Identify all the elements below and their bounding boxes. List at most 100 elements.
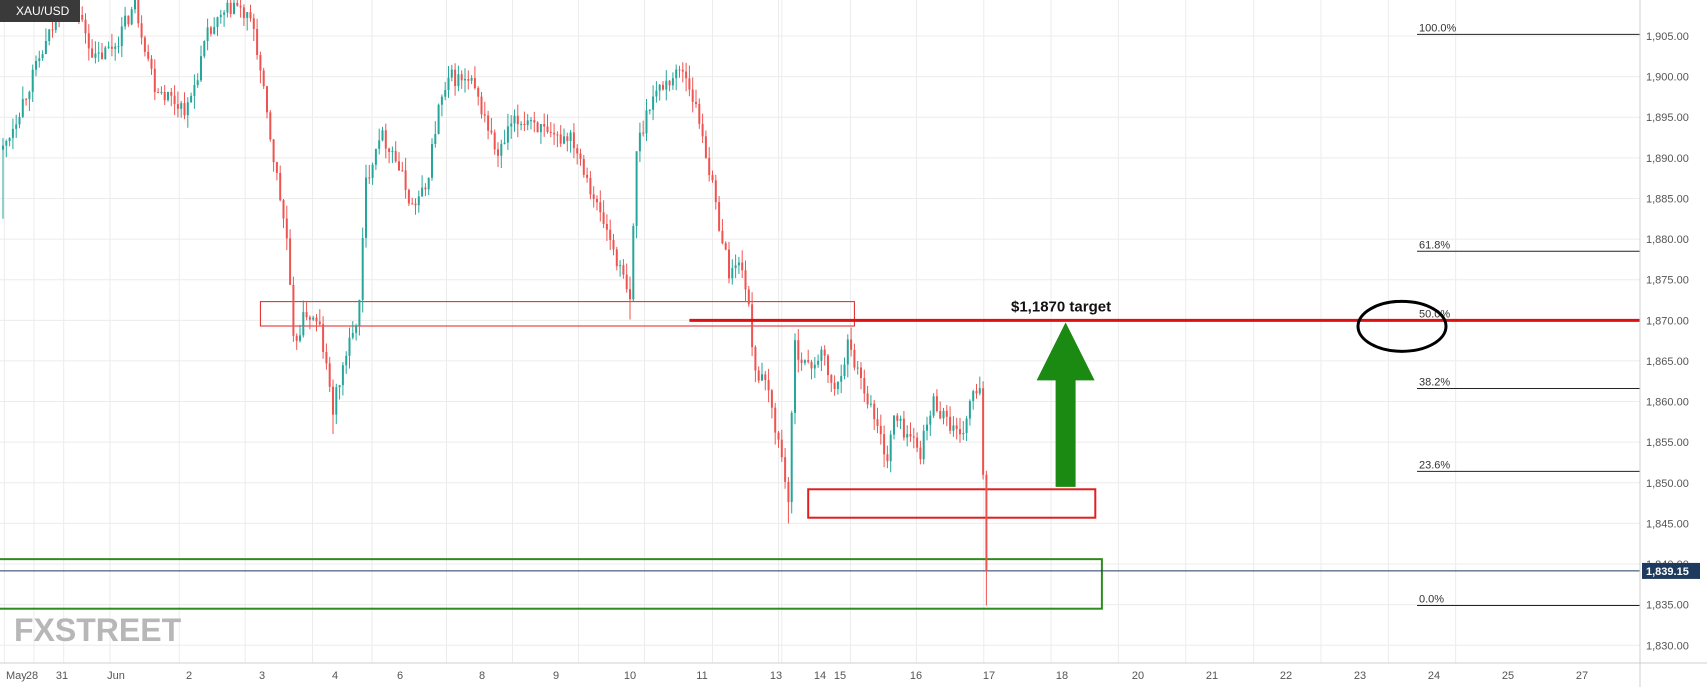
- candle: [477, 86, 480, 106]
- candle: [94, 41, 97, 64]
- symbol-badge[interactable]: [0, 0, 80, 22]
- candle: [167, 91, 169, 102]
- candle-body: [173, 95, 176, 105]
- candle: [909, 422, 912, 442]
- candle: [827, 353, 829, 383]
- candle-body: [176, 104, 179, 109]
- candle: [688, 65, 691, 97]
- x-tick-label: May: [6, 670, 27, 682]
- candle: [975, 383, 978, 399]
- candle: [305, 300, 308, 321]
- candle-body: [328, 363, 331, 387]
- candle-body: [751, 304, 754, 348]
- x-tick-label: 8: [479, 670, 485, 682]
- candle: [84, 13, 87, 44]
- x-tick-label: 25: [1502, 670, 1514, 682]
- candle-body: [853, 349, 856, 368]
- candle: [559, 125, 562, 147]
- candle: [655, 81, 658, 103]
- candle-body: [939, 411, 942, 419]
- x-tick-label: 6: [397, 670, 403, 682]
- candle-body: [767, 380, 770, 391]
- candle: [467, 70, 470, 90]
- candle: [315, 314, 318, 332]
- candle-body: [648, 109, 651, 111]
- candle: [652, 85, 655, 121]
- candle-body: [200, 56, 202, 81]
- candle-body: [275, 162, 278, 173]
- candle: [285, 205, 288, 251]
- candle: [935, 389, 938, 413]
- candle-body: [708, 157, 711, 176]
- candle-body: [8, 137, 11, 141]
- candle-body: [935, 396, 938, 412]
- candle-body: [655, 90, 658, 97]
- candle-body: [665, 80, 668, 90]
- x-tick-label: 15: [834, 670, 846, 682]
- candle-body: [909, 434, 912, 437]
- candle: [774, 402, 777, 445]
- candle-body: [262, 70, 265, 87]
- candle-body: [863, 377, 866, 394]
- candle-body: [929, 415, 932, 425]
- candle: [609, 219, 612, 250]
- candle: [685, 62, 688, 92]
- candle-body: [754, 347, 757, 371]
- candle: [124, 6, 127, 30]
- candle-body: [860, 367, 862, 378]
- candle-body: [25, 99, 28, 101]
- candle-body: [662, 84, 664, 90]
- candle-body: [615, 249, 618, 267]
- candle-body: [209, 27, 212, 34]
- candle: [922, 424, 925, 465]
- candle-body: [912, 436, 915, 438]
- candle-body: [523, 123, 526, 126]
- candle: [209, 26, 212, 37]
- candle-body: [658, 84, 661, 91]
- candle-body: [216, 17, 219, 27]
- candle: [599, 190, 602, 222]
- candle-body: [803, 360, 806, 363]
- candle: [586, 167, 589, 183]
- candle: [417, 190, 420, 213]
- candle: [398, 152, 400, 171]
- candle: [216, 16, 219, 36]
- candle: [371, 162, 374, 185]
- candle: [503, 129, 506, 145]
- candle: [612, 234, 615, 256]
- candle: [718, 195, 721, 232]
- candle-body: [219, 14, 222, 18]
- candle-body: [638, 132, 641, 152]
- candle-body: [596, 199, 598, 203]
- candle: [853, 343, 856, 371]
- candle: [147, 44, 150, 62]
- candle-body: [186, 102, 189, 116]
- candle-body: [318, 321, 321, 325]
- candle-body: [196, 80, 199, 86]
- candle: [308, 315, 311, 330]
- candle-body: [279, 172, 282, 201]
- candle: [985, 470, 988, 606]
- candle-body: [873, 403, 876, 420]
- candle-body: [249, 12, 252, 19]
- candle-body: [813, 364, 816, 369]
- candle-body: [411, 203, 414, 205]
- candle: [955, 417, 958, 440]
- candle: [596, 195, 598, 211]
- candle: [516, 104, 519, 138]
- candle: [157, 88, 160, 94]
- candle: [239, 0, 242, 18]
- y-tick-label: 1,835.00: [1646, 600, 1689, 612]
- candle: [919, 440, 922, 465]
- candle-body: [450, 69, 453, 78]
- candle: [500, 139, 503, 169]
- candle: [414, 198, 417, 215]
- candle: [757, 366, 760, 384]
- candle: [299, 324, 301, 343]
- candle: [206, 18, 209, 51]
- candle-body: [361, 237, 364, 300]
- candle: [101, 42, 103, 60]
- candle-body: [239, 5, 242, 8]
